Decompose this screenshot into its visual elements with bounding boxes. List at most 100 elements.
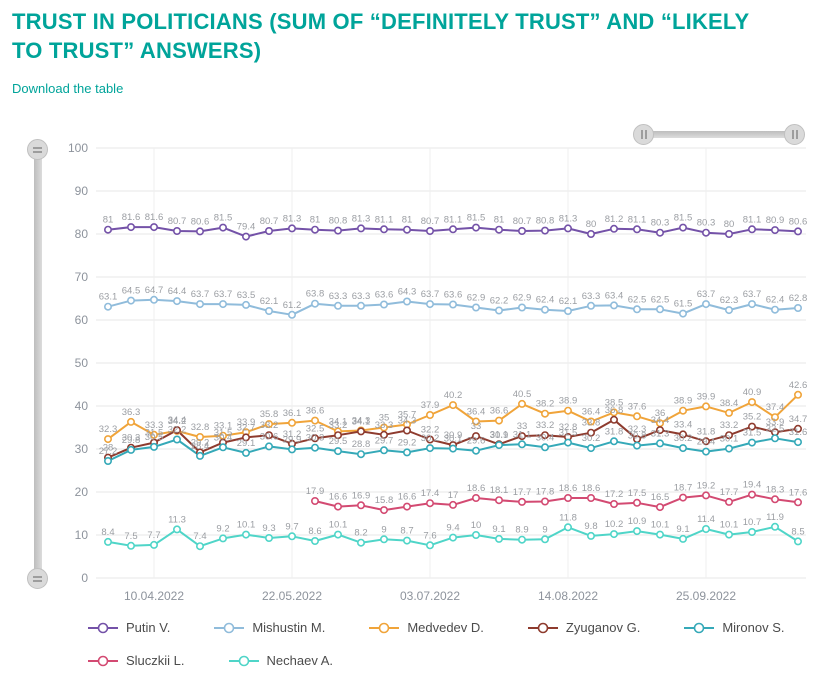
data-point[interactable] — [287, 310, 296, 319]
data-point[interactable] — [770, 305, 779, 314]
data-point[interactable] — [425, 227, 434, 236]
data-point[interactable] — [425, 444, 434, 453]
data-point[interactable] — [494, 416, 503, 425]
data-point[interactable] — [747, 398, 756, 407]
data-point[interactable] — [310, 434, 319, 443]
data-point[interactable] — [678, 309, 687, 318]
data-point[interactable] — [494, 534, 503, 543]
data-point[interactable] — [448, 444, 457, 453]
data-point[interactable] — [747, 300, 756, 309]
data-point[interactable] — [471, 530, 480, 539]
data-point[interactable] — [701, 447, 710, 456]
data-point[interactable] — [724, 306, 733, 315]
data-point[interactable] — [747, 490, 756, 499]
data-point[interactable] — [219, 443, 228, 452]
legend-item-mishustin-m[interactable]: Mishustin M. — [214, 620, 325, 635]
data-point[interactable] — [150, 295, 159, 304]
data-point[interactable] — [402, 448, 411, 457]
data-point[interactable] — [173, 227, 182, 236]
download-table-link[interactable]: Download the table — [12, 81, 124, 96]
data-point[interactable] — [632, 305, 641, 314]
data-point[interactable] — [471, 417, 480, 426]
data-point[interactable] — [471, 223, 480, 232]
data-point[interactable] — [517, 432, 526, 441]
data-point[interactable] — [678, 493, 687, 502]
data-point[interactable] — [333, 447, 342, 456]
data-point[interactable] — [448, 533, 457, 542]
data-point[interactable] — [287, 418, 296, 427]
data-point[interactable] — [356, 501, 365, 510]
data-point[interactable] — [379, 446, 388, 455]
legend-item-sluczkii-l[interactable]: Sluczkii L. — [88, 653, 185, 668]
data-point[interactable] — [448, 500, 457, 509]
data-point[interactable] — [402, 502, 411, 511]
data-point[interactable] — [494, 496, 503, 505]
data-point[interactable] — [287, 445, 296, 454]
vertical-scrollbar-track[interactable] — [34, 149, 42, 579]
data-point[interactable] — [563, 406, 572, 415]
data-point[interactable] — [540, 443, 549, 452]
data-point[interactable] — [173, 426, 182, 435]
data-point[interactable] — [196, 227, 205, 236]
data-point[interactable] — [793, 537, 802, 546]
data-point[interactable] — [609, 224, 618, 233]
data-point[interactable] — [379, 423, 388, 432]
data-point[interactable] — [333, 431, 342, 440]
data-point[interactable] — [678, 444, 687, 453]
data-point[interactable] — [425, 410, 434, 419]
data-point[interactable] — [310, 536, 319, 545]
data-point[interactable] — [264, 420, 273, 429]
data-point[interactable] — [724, 230, 733, 239]
horizontal-scrollbar-track[interactable] — [643, 131, 795, 138]
data-point[interactable] — [104, 302, 113, 311]
data-point[interactable] — [425, 499, 434, 508]
data-point[interactable] — [494, 306, 503, 315]
data-point[interactable] — [540, 305, 549, 314]
data-point[interactable] — [127, 417, 136, 426]
data-point[interactable] — [173, 297, 182, 306]
data-point[interactable] — [448, 300, 457, 309]
data-point[interactable] — [264, 307, 273, 316]
data-point[interactable] — [632, 498, 641, 507]
data-point[interactable] — [609, 408, 618, 417]
data-point[interactable] — [494, 225, 503, 234]
data-point[interactable] — [586, 301, 595, 310]
data-point[interactable] — [196, 451, 205, 460]
data-point[interactable] — [333, 226, 342, 235]
legend-item-zyuganov-g[interactable]: Zyuganov G. — [527, 620, 640, 635]
data-point[interactable] — [402, 426, 411, 435]
data-point[interactable] — [379, 506, 388, 515]
data-point[interactable] — [586, 493, 595, 502]
data-point[interactable] — [632, 441, 641, 450]
data-point[interactable] — [494, 441, 503, 450]
data-point[interactable] — [264, 442, 273, 451]
data-point[interactable] — [701, 402, 710, 411]
data-point[interactable] — [219, 534, 228, 543]
data-point[interactable] — [219, 223, 228, 232]
data-point[interactable] — [356, 224, 365, 233]
data-point[interactable] — [127, 223, 136, 232]
data-point[interactable] — [242, 530, 251, 539]
data-point[interactable] — [540, 431, 549, 440]
data-point[interactable] — [724, 497, 733, 506]
data-point[interactable] — [609, 301, 618, 310]
data-point[interactable] — [793, 424, 802, 433]
data-point[interactable] — [448, 225, 457, 234]
data-point[interactable] — [793, 227, 802, 236]
data-point[interactable] — [471, 493, 480, 502]
data-point[interactable] — [586, 428, 595, 437]
data-point[interactable] — [563, 307, 572, 316]
data-point[interactable] — [793, 390, 802, 399]
data-point[interactable] — [356, 427, 365, 436]
data-point[interactable] — [356, 301, 365, 310]
data-point[interactable] — [540, 535, 549, 544]
data-point[interactable] — [563, 493, 572, 502]
data-point[interactable] — [379, 300, 388, 309]
data-point[interactable] — [333, 502, 342, 511]
data-point[interactable] — [655, 305, 664, 314]
data-point[interactable] — [724, 530, 733, 539]
data-point[interactable] — [356, 538, 365, 547]
data-point[interactable] — [632, 225, 641, 234]
horizontal-scrollbar-left-handle[interactable] — [633, 124, 654, 145]
data-point[interactable] — [586, 444, 595, 453]
